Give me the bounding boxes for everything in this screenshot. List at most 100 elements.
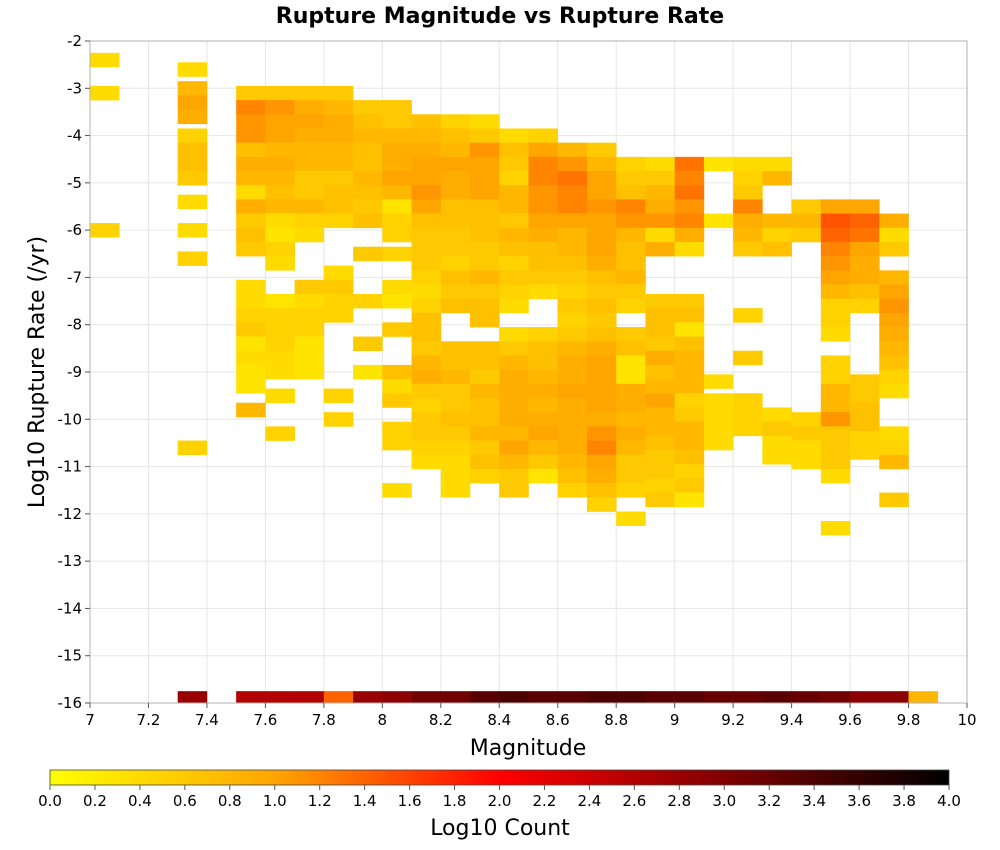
heatmap-cell: [470, 171, 500, 186]
heatmap-cell: [879, 284, 909, 300]
heatmap-cell: [850, 691, 880, 704]
heatmap-cell: [586, 284, 617, 300]
heatmap-cell: [382, 379, 412, 394]
heatmap-cell: [323, 308, 354, 323]
heatmap-cell: [528, 199, 559, 214]
heatmap-cell: [557, 454, 588, 470]
heatmap-cell: [440, 171, 471, 186]
heatmap-cell: [294, 85, 325, 101]
heatmap-cell: [791, 227, 822, 243]
heatmap-cell: [820, 440, 851, 456]
heatmap-cell: [382, 393, 412, 408]
heatmap-cell: [382, 100, 412, 115]
heatmap-cell: [586, 270, 617, 285]
heatmap-cell: [528, 398, 559, 413]
heatmap-cell: [850, 445, 880, 460]
heatmap-cell: [616, 199, 646, 214]
heatmap-cell: [499, 483, 529, 498]
colorbar-tick-label: 1.0: [263, 792, 287, 810]
heatmap-cell: [411, 128, 442, 143]
heatmap-cell: [674, 492, 705, 508]
heatmap-cell: [791, 213, 822, 229]
heatmap-cell: [616, 327, 646, 342]
colorbar-tick-label: 1.8: [443, 792, 467, 810]
heatmap-cell: [440, 691, 471, 704]
heatmap-cell: [616, 213, 646, 229]
heatmap-cell: [236, 85, 266, 101]
heatmap-cell: [820, 691, 851, 704]
heatmap-cell: [850, 256, 880, 271]
heatmap-cell: [586, 298, 617, 314]
heatmap-cell: [820, 256, 851, 271]
heatmap-cell: [733, 227, 763, 243]
heatmap-cell: [645, 407, 675, 422]
heatmap-cell: [528, 454, 559, 470]
y-tick-label: -12: [58, 505, 83, 523]
heatmap-cell: [557, 426, 588, 441]
heatmap-cell: [499, 241, 529, 257]
heatmap-cell: [850, 374, 880, 389]
heatmap-cell: [586, 412, 617, 427]
heatmap-cell: [236, 114, 266, 129]
heatmap-cell: [674, 464, 705, 479]
heatmap-cell: [616, 383, 646, 399]
heatmap-cell: [645, 293, 675, 309]
heatmap-cell: [177, 128, 208, 143]
heatmap-cell: [908, 691, 939, 704]
heatmap-cell: [820, 284, 851, 300]
heatmap-cell: [557, 398, 588, 413]
heatmap-cell: [411, 398, 442, 413]
heatmap-cell: [294, 308, 325, 323]
y-tick-label: -10: [58, 410, 83, 428]
heatmap-cell: [528, 256, 559, 271]
heatmap-cell: [236, 128, 266, 143]
heatmap-cell: [557, 185, 588, 200]
heatmap-cell: [470, 691, 500, 704]
heatmap-cell: [616, 284, 646, 300]
heatmap-cell: [265, 308, 295, 323]
heatmap-cell: [440, 213, 471, 229]
heatmap-cell: [440, 284, 471, 300]
heatmap-cell: [733, 350, 763, 366]
heatmap-cell: [820, 312, 851, 328]
heatmap-cell: [820, 241, 851, 257]
heatmap-cell: [440, 114, 471, 129]
heatmap-cell: [557, 412, 588, 427]
heatmap-cell: [762, 450, 792, 465]
heatmap-cell: [616, 412, 646, 427]
heatmap-cell: [645, 308, 675, 323]
heatmap-cell: [850, 298, 880, 314]
x-tick-label: 9.8: [897, 711, 921, 729]
heatmap-cell: [703, 407, 734, 422]
heatmap-cell: [470, 440, 500, 456]
heatmap-cell: [528, 468, 559, 484]
heatmap-cell: [177, 171, 208, 186]
heatmap-cell: [90, 85, 120, 101]
heatmap-cell: [470, 341, 500, 356]
heatmap-cell: [470, 426, 500, 441]
heatmap-cell: [499, 142, 529, 158]
heatmap-cell: [440, 383, 471, 399]
heatmap-cell: [733, 241, 763, 257]
heatmap-cell: [470, 199, 500, 214]
heatmap-cell: [557, 312, 588, 328]
heatmap-cell: [850, 213, 880, 229]
heatmap-cell: [411, 341, 442, 356]
heatmap-cell: [586, 156, 617, 172]
heatmap-cell: [879, 454, 909, 470]
heatmap-cell: [762, 421, 792, 437]
heatmap-cell: [645, 185, 675, 200]
heatmap-cell: [499, 412, 529, 427]
heatmap-cell: [323, 691, 354, 704]
heatmap-cell: [820, 412, 851, 427]
heatmap-cell: [616, 241, 646, 257]
heatmap-cell: [674, 227, 705, 243]
heatmap-cell: [733, 171, 763, 186]
heatmap-cell: [586, 341, 617, 356]
heatmap-cell: [528, 241, 559, 257]
heatmap-cell: [557, 383, 588, 399]
heatmap-cell: [879, 426, 909, 441]
heatmap-cell: [820, 298, 851, 314]
heatmap-cell: [382, 213, 412, 229]
